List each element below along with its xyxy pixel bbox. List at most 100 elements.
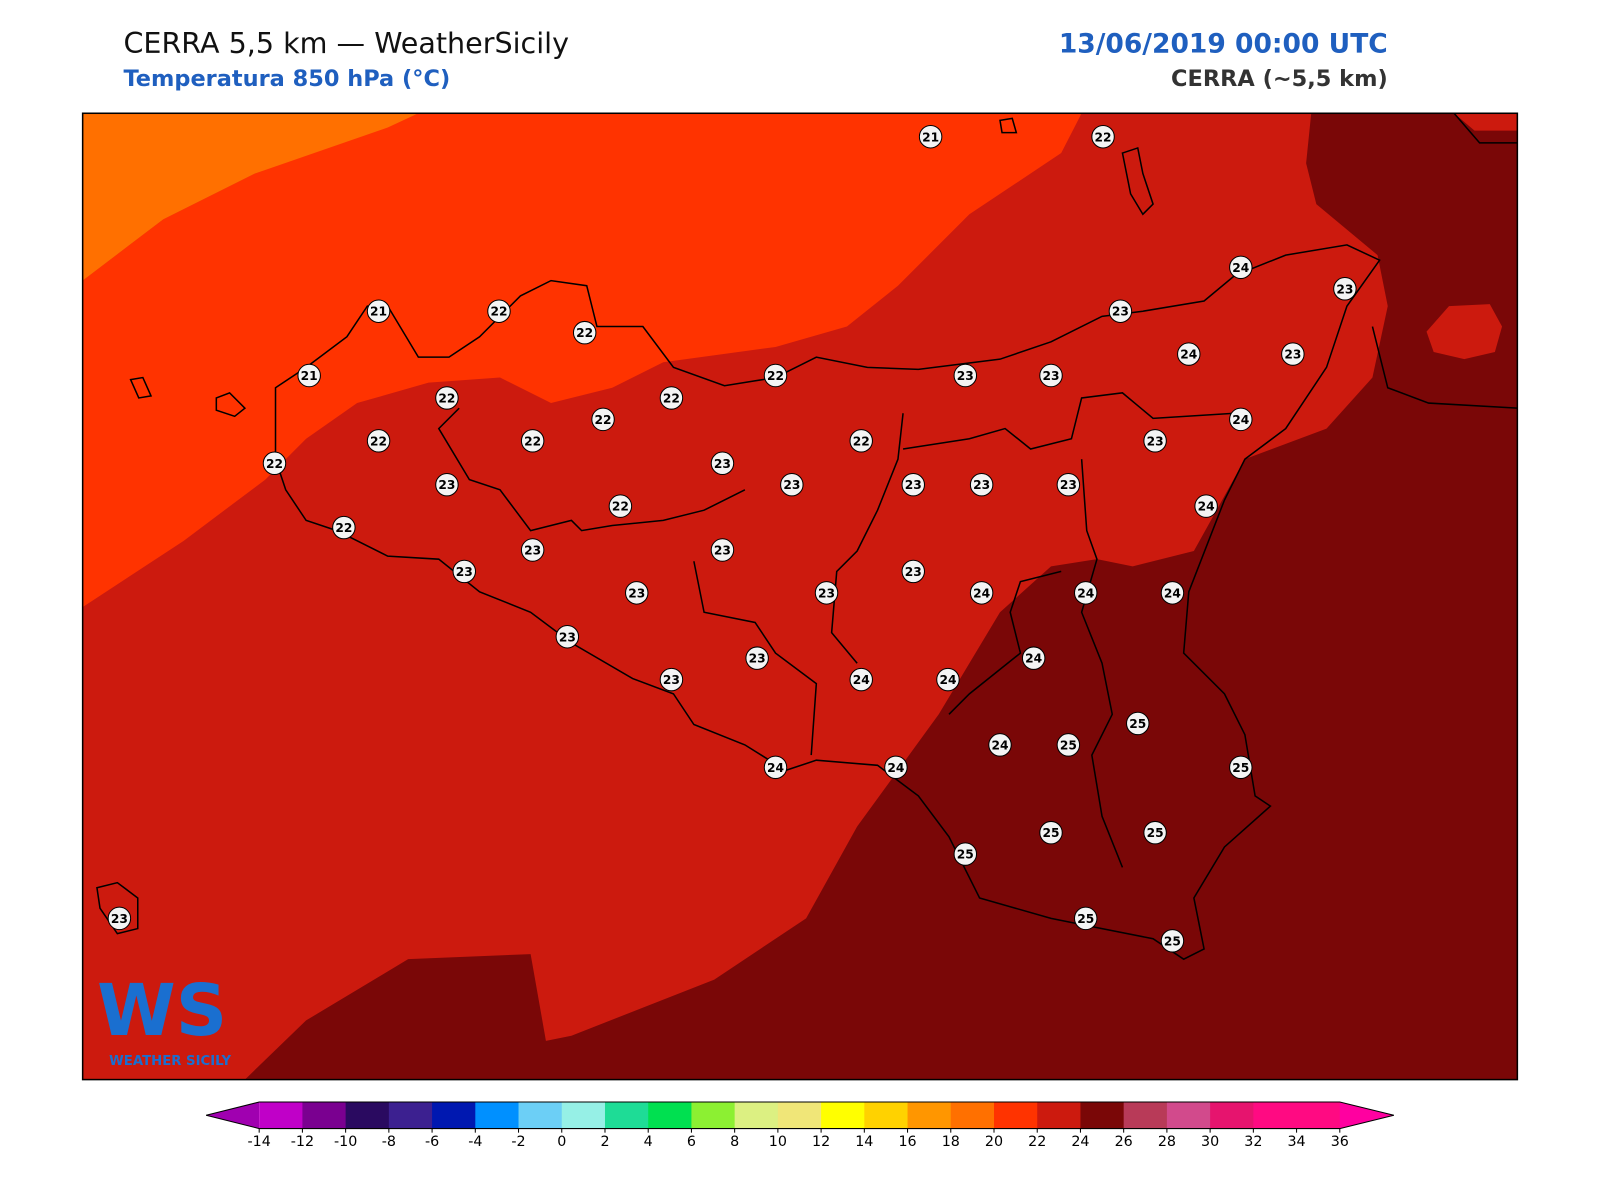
colorbar-tick-label: -4 (468, 1134, 482, 1150)
colorbar-tick-label: -14 (248, 1134, 271, 1150)
station-marker (591, 407, 615, 432)
station-marker (969, 472, 994, 497)
colorbar-segment (604, 1102, 649, 1129)
colorbar-tick-label: 16 (898, 1134, 916, 1150)
station-marker (1160, 581, 1185, 605)
colorbar-tick-label: 26 (1115, 1134, 1133, 1150)
station-marker (366, 299, 391, 323)
station-value: 24 (1198, 500, 1215, 514)
station-marker (1333, 277, 1357, 301)
station-value: 23 (818, 586, 835, 600)
stations: 21 22 24 23 21 22 22 23 21 22 23 23 24 23 22 22 22 24 22 22… (107, 125, 1357, 953)
station-value: 23 (456, 565, 473, 579)
station-value: 23 (714, 544, 731, 558)
colorbar-segment (1037, 1102, 1081, 1129)
station-value: 23 (1060, 478, 1077, 492)
colorbar-segment (821, 1102, 865, 1129)
station-marker (555, 625, 580, 649)
station-value: 23 (714, 457, 731, 471)
station-marker (1143, 820, 1167, 845)
station-marker (814, 581, 839, 605)
station-marker (953, 363, 978, 388)
station-marker (745, 646, 769, 670)
zone (1426, 304, 1503, 360)
colorbar-tick-label: 24 (1071, 1134, 1089, 1150)
station-value: 23 (1336, 282, 1353, 296)
colorbar-segment (388, 1102, 433, 1129)
station-marker (1073, 906, 1098, 931)
station-value: 22 (370, 434, 387, 448)
station-marker (608, 494, 633, 518)
colorbar-tick-label: 28 (1158, 1134, 1176, 1150)
station-marker (1056, 472, 1081, 497)
station-marker (1143, 429, 1167, 453)
colorbar-extend (1339, 1102, 1394, 1129)
colorbar-tick-label: -12 (291, 1134, 314, 1150)
station-marker (659, 667, 684, 692)
station-marker (849, 667, 873, 692)
station-value: 22 (853, 434, 870, 448)
zone (244, 113, 1518, 1080)
colorbar-segment (950, 1102, 995, 1129)
colorbar-segment (691, 1102, 736, 1129)
station-value: 24 (1164, 586, 1181, 600)
colorbar-tick-label: 10 (769, 1134, 787, 1150)
station-value: 24 (1232, 261, 1249, 275)
station-value: 25 (1043, 826, 1060, 840)
colorbar-tick-label: -8 (382, 1134, 396, 1150)
colorbar-tick-label: -10 (334, 1134, 357, 1150)
station-marker (625, 581, 649, 605)
colorbar-segment (907, 1102, 952, 1129)
station-value: 23 (783, 478, 800, 492)
station-value: 24 (991, 738, 1008, 752)
station-marker (1073, 581, 1098, 605)
station-value: 23 (1147, 434, 1164, 448)
station-marker (901, 559, 925, 584)
station-marker (936, 667, 960, 692)
station-value: 23 (438, 478, 455, 492)
colorbar-segment (1253, 1102, 1298, 1129)
station-value: 24 (853, 673, 870, 687)
colorbar-segment (475, 1102, 520, 1129)
station-value: 25 (1164, 934, 1181, 948)
colorbar-segment (518, 1102, 563, 1129)
colorbar-segment (1210, 1102, 1254, 1129)
zone (82, 113, 1082, 608)
station-value: 24 (1180, 348, 1197, 362)
station-marker (366, 429, 391, 453)
station-marker (332, 515, 356, 540)
station-marker (1281, 342, 1305, 366)
colorbar-tick-label: 18 (942, 1134, 960, 1150)
colorbar-tick-label: 34 (1287, 1134, 1305, 1150)
station-value: 25 (1129, 717, 1146, 731)
station-marker (1039, 363, 1063, 388)
station-marker (520, 538, 545, 562)
station-marker (659, 386, 684, 410)
colorbar-tick-label: 36 (1331, 1134, 1349, 1150)
station-marker (520, 429, 545, 453)
colorbar-tick-label: 2 (600, 1134, 609, 1150)
station-value: 24 (887, 761, 904, 775)
station-marker (884, 755, 908, 780)
station-marker (107, 906, 132, 931)
station-marker (710, 451, 735, 475)
station-marker (849, 429, 873, 453)
colorbar-segment (734, 1102, 779, 1129)
station-value: 23 (905, 565, 922, 579)
station-value: 22 (524, 434, 541, 448)
station-value: 21 (301, 369, 318, 383)
station-value: 24 (1232, 413, 1249, 427)
colorbar-tick-label: 20 (985, 1134, 1003, 1150)
colorbar-segment (994, 1102, 1038, 1129)
station-value: 21 (922, 130, 939, 144)
station-marker (435, 386, 459, 410)
station-value: 22 (266, 457, 283, 471)
station-value: 23 (973, 478, 990, 492)
station-marker (452, 559, 477, 584)
station-value: 25 (1060, 738, 1077, 752)
station-marker (487, 299, 511, 323)
colorbar-tick-label: -6 (425, 1134, 439, 1150)
station-value: 23 (663, 673, 680, 687)
colorbar-segment (259, 1102, 303, 1129)
